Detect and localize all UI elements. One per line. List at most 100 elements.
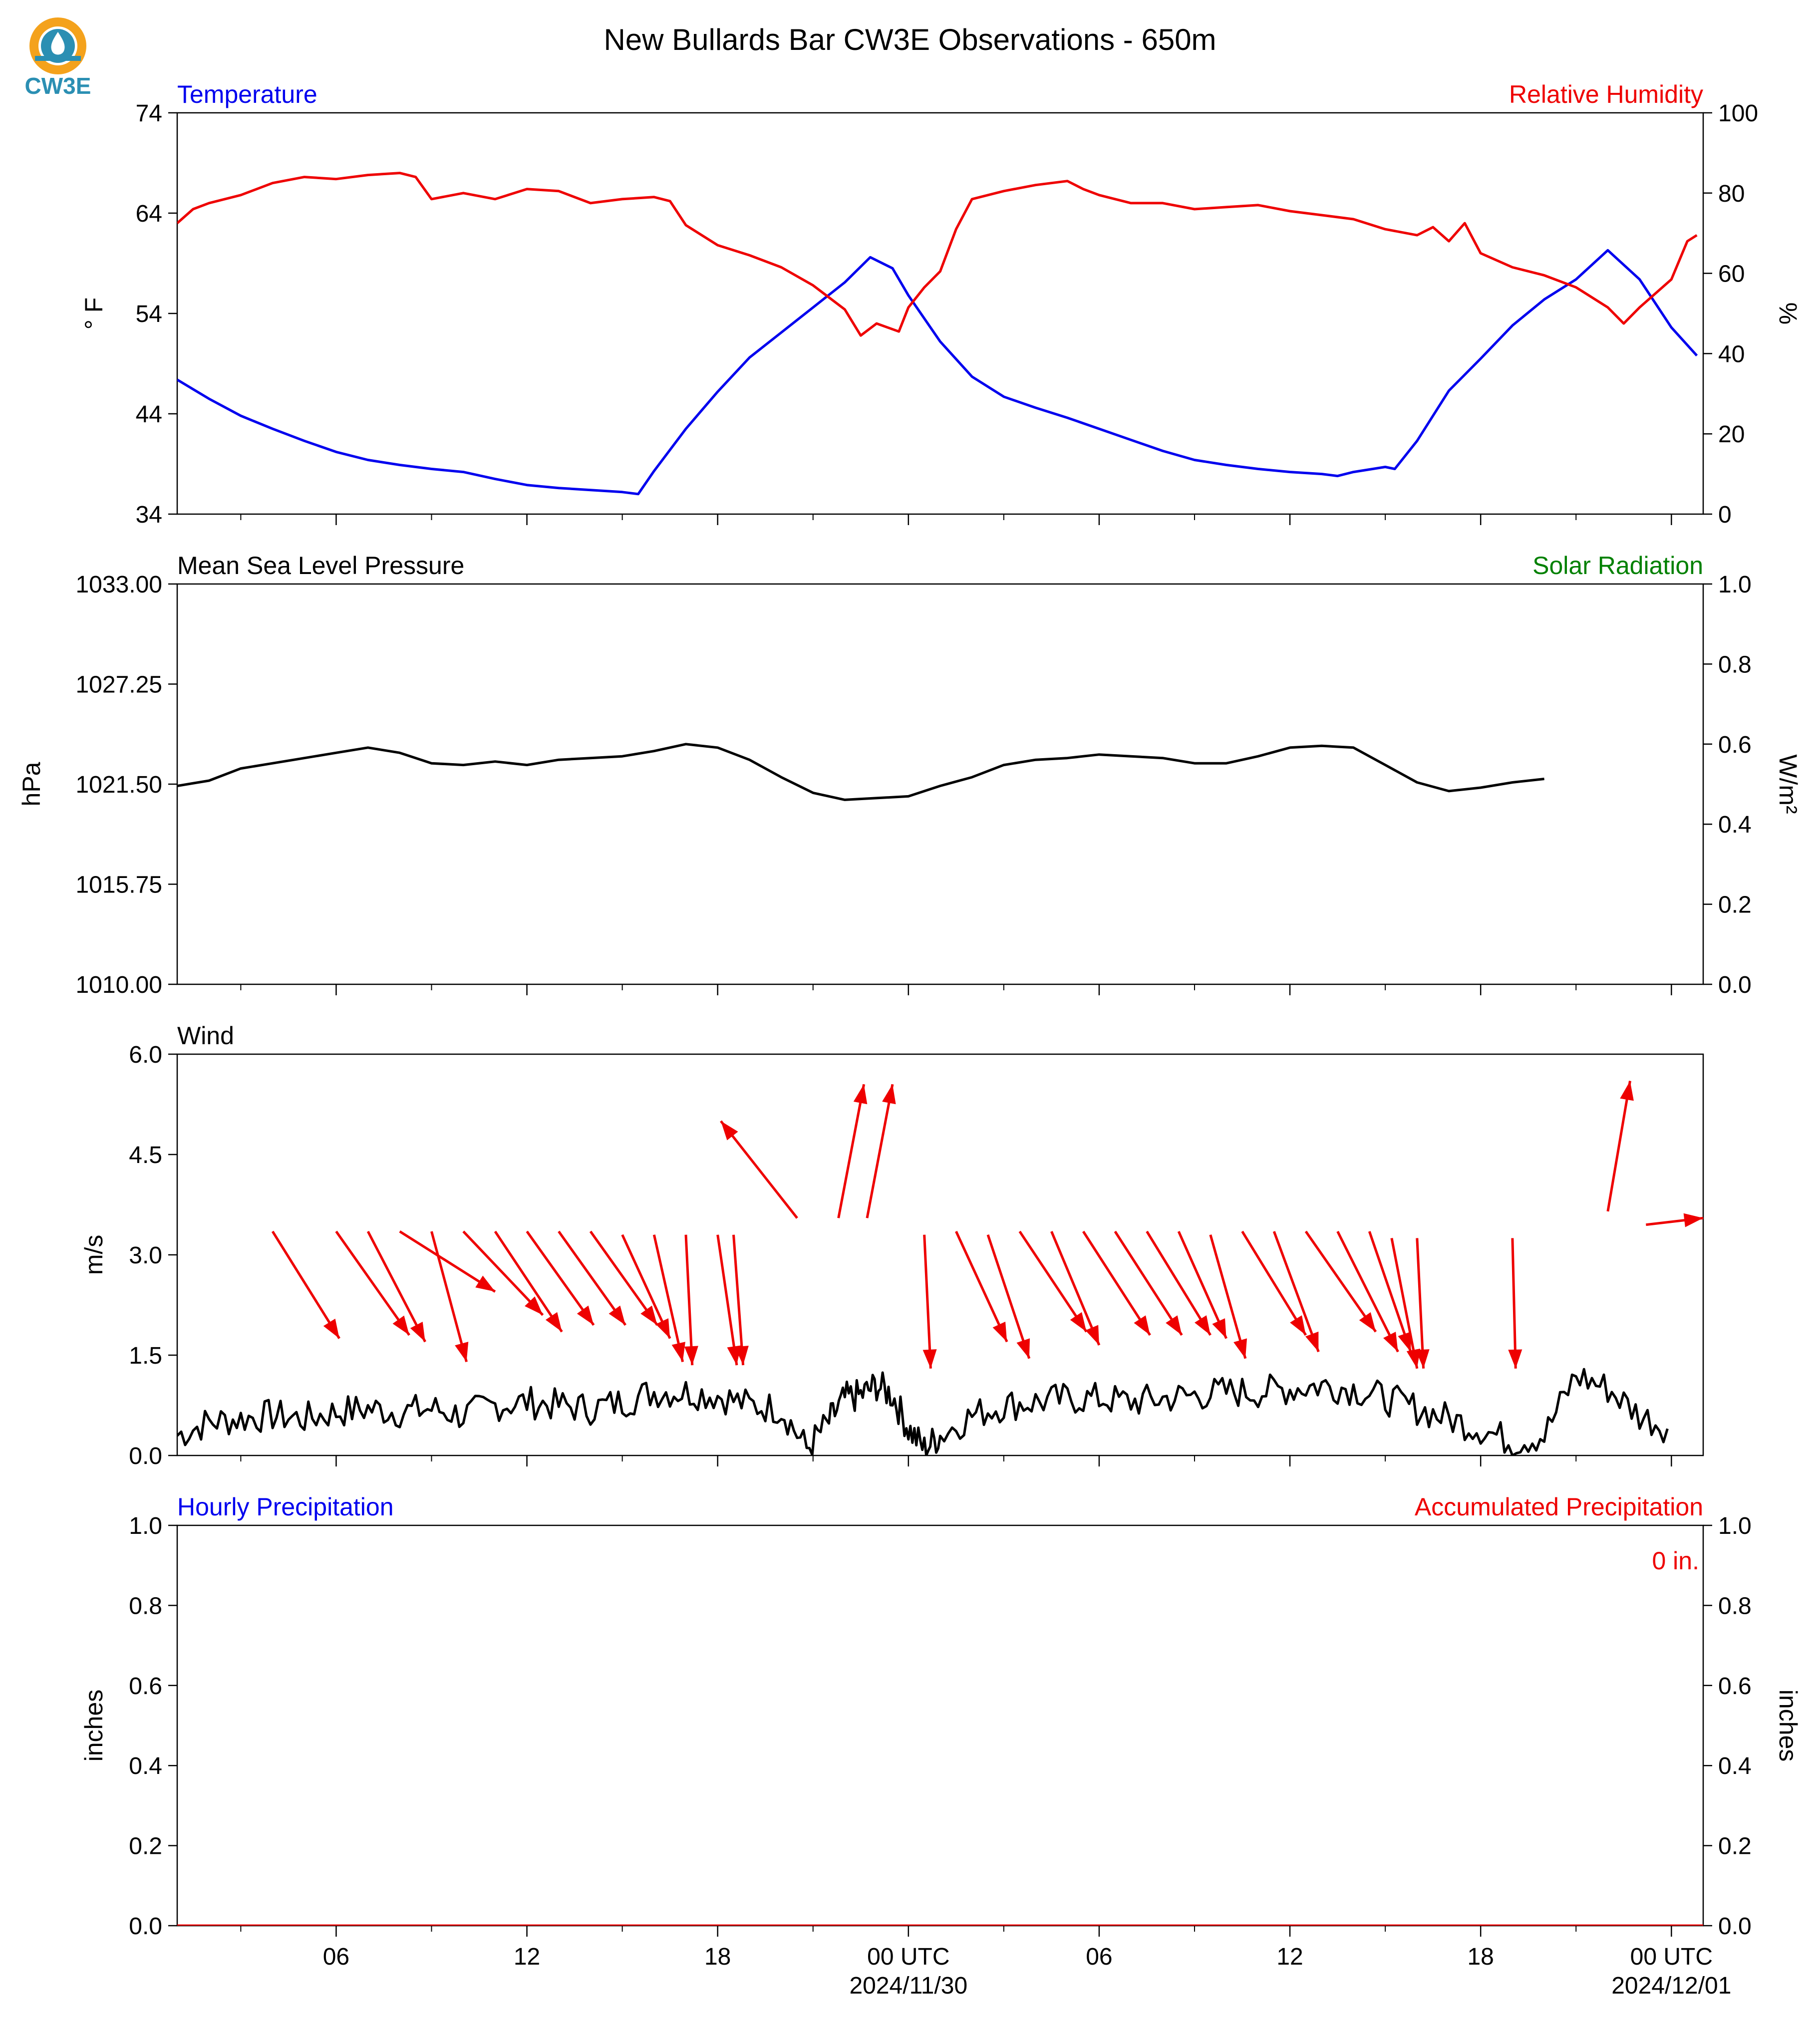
wind-arrow xyxy=(1368,1231,1412,1353)
left-title: Wind xyxy=(177,1022,234,1050)
wind-arrow xyxy=(1146,1230,1212,1336)
y-tick-label-right: 1.0 xyxy=(1718,572,1752,598)
x-date-label: 2024/11/30 xyxy=(849,1973,967,1999)
panels: Temperature Relative Humidity 34 44 54 64 74 0 2… xyxy=(17,80,1802,1999)
y-tick-label-right: 0.0 xyxy=(1718,1913,1752,1940)
wind-arrow-head xyxy=(475,1275,495,1292)
wind-arrow-head xyxy=(721,1121,738,1141)
series-line-1 xyxy=(177,249,1698,496)
wind-arrow-head xyxy=(1212,1318,1226,1339)
wind-arrow-head xyxy=(1415,1349,1430,1369)
x-tick-label: 06 xyxy=(323,1944,349,1970)
wind-arrow xyxy=(1606,1081,1631,1212)
y-tick-label: 34 xyxy=(136,502,162,528)
wind-arrow-head xyxy=(655,1318,670,1339)
wind-arrow-head xyxy=(577,1305,594,1325)
y-axis-label: m/s xyxy=(80,1235,108,1275)
y-tick-label: 64 xyxy=(136,201,162,227)
x-tick-label: 18 xyxy=(1467,1944,1494,1970)
wind-arrow xyxy=(986,1234,1031,1359)
y-tick-label: 4.5 xyxy=(129,1142,162,1168)
y-tick-label-right: 0.8 xyxy=(1718,1593,1752,1619)
panel-3: Wind 0.0 1.5 3.0 4.5 6.0 m/s xyxy=(80,1022,1704,1469)
wind-arrow-head xyxy=(640,1305,657,1325)
wind-arrow-head xyxy=(922,1349,937,1369)
wind-arrow-head xyxy=(1233,1338,1247,1359)
wind-arrow xyxy=(335,1230,410,1336)
right-title: Solar Radiation xyxy=(1532,552,1703,579)
y-axis-label: inches xyxy=(80,1690,108,1762)
panel-2: Mean Sea Level Pressure Solar Radiation 10… xyxy=(17,552,1802,998)
y-tick-label: 1.5 xyxy=(129,1343,162,1369)
wind-arrow xyxy=(955,1231,1008,1343)
wind-arrow xyxy=(684,1234,694,1366)
wind-arrow-head xyxy=(734,1346,749,1366)
wind-arrow-head xyxy=(1398,1331,1411,1352)
wind-arrow xyxy=(732,1234,745,1366)
series-group xyxy=(177,1368,1669,1455)
wind-arrow xyxy=(558,1230,627,1326)
wind-arrow-head xyxy=(410,1322,425,1342)
wind-arrow xyxy=(462,1230,544,1316)
y-tick-label-right: 40 xyxy=(1718,341,1745,367)
series-group xyxy=(177,743,1544,801)
y-tick-label-right: 80 xyxy=(1718,181,1745,207)
wind-arrow-head xyxy=(1359,1312,1376,1332)
wind-arrow xyxy=(1390,1238,1419,1369)
y-axis-label-right: inches xyxy=(1774,1690,1802,1762)
y-tick-label: 0.0 xyxy=(129,1443,162,1469)
wind-arrow-head xyxy=(1305,1331,1319,1352)
y-axis-label-right: % xyxy=(1774,302,1802,324)
wind-arrow xyxy=(271,1230,340,1339)
y-tick-label: 1015.75 xyxy=(75,872,162,898)
wind-arrow xyxy=(589,1230,658,1326)
wind-arrow xyxy=(1050,1231,1101,1346)
wind-arrow xyxy=(720,1120,798,1219)
wind-arrow xyxy=(494,1230,563,1333)
y-tick-label: 1.0 xyxy=(129,1513,162,1539)
cw3e-logo: CW3E xyxy=(25,17,91,99)
y-tick-label-right: 0.4 xyxy=(1718,812,1752,838)
y-tick-label-right: 0 xyxy=(1718,502,1732,528)
wind-vectors xyxy=(271,1081,1704,1369)
left-title: Mean Sea Level Pressure xyxy=(177,552,464,579)
panel-4: Hourly Precipitation Accumulated Precipit… xyxy=(80,1493,1802,1999)
wind-arrow xyxy=(923,1234,932,1369)
y-tick-label-right: 0.6 xyxy=(1718,1673,1752,1700)
x-tick-label: 00 UTC xyxy=(867,1944,949,1970)
left-title: Hourly Precipitation xyxy=(177,1493,394,1521)
wind-arrow-head xyxy=(392,1315,409,1335)
wind-arrow xyxy=(430,1231,468,1363)
wind-arrow-head xyxy=(323,1318,339,1339)
y-tick-label: 0.2 xyxy=(129,1833,162,1860)
accumulated-total-label: 0 in. xyxy=(1652,1547,1699,1575)
left-title: Temperature xyxy=(177,80,317,108)
right-title: Relative Humidity xyxy=(1509,80,1703,108)
y-tick-label-right: 0.6 xyxy=(1718,732,1752,758)
wind-arrow-head xyxy=(1683,1213,1703,1227)
wind-arrow xyxy=(1082,1230,1151,1336)
y-tick-label-right: 0.2 xyxy=(1718,892,1752,918)
y-tick-label-right: 0.4 xyxy=(1718,1753,1752,1779)
y-tick-label: 1027.25 xyxy=(75,672,162,698)
wind-arrow xyxy=(1018,1230,1088,1333)
wind-arrow-head xyxy=(455,1342,469,1362)
x-tick-label: 06 xyxy=(1086,1944,1112,1970)
y-tick-label: 3.0 xyxy=(129,1242,162,1269)
wind-arrow-head xyxy=(882,1084,896,1105)
y-tick-label-right: 20 xyxy=(1718,421,1745,448)
y-tick-label: 74 xyxy=(136,100,162,127)
logo-text: CW3E xyxy=(25,73,91,99)
figure-title: New Bullards Bar CW3E Observations - 650… xyxy=(604,23,1216,56)
wind-arrow xyxy=(1177,1231,1227,1339)
series-line-1 xyxy=(177,743,1544,801)
series-line-2 xyxy=(177,172,1698,337)
panel-1: Temperature Relative Humidity 34 44 54 64 74 0 2… xyxy=(80,80,1802,528)
y-tick-label: 0.6 xyxy=(129,1673,162,1700)
x-date-label: 2024/12/01 xyxy=(1611,1973,1731,1999)
y-tick-label: 6.0 xyxy=(129,1042,162,1068)
wind-arrow xyxy=(1304,1230,1377,1333)
y-axis-label-right: W/m² xyxy=(1774,754,1802,814)
series-group xyxy=(177,172,1698,496)
wind-arrow-head xyxy=(1166,1315,1182,1335)
